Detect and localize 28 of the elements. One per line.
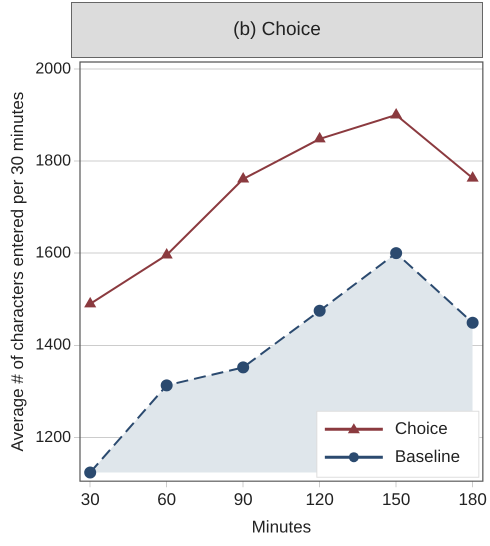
x-tick-label: 90 <box>234 490 253 510</box>
x-tick-label: 120 <box>305 490 334 510</box>
y-tick-label: 2000 <box>35 60 72 78</box>
legend-label: Choice <box>394 418 448 438</box>
x-tick-label: 30 <box>80 490 100 510</box>
y-tick-label: 1200 <box>35 428 72 446</box>
point <box>314 304 326 317</box>
y-axis-title: Average # of characters entered per 30 minutes <box>8 92 27 452</box>
x-axis-title: Minutes <box>252 517 312 536</box>
point <box>84 298 96 308</box>
point <box>390 247 402 260</box>
point <box>314 132 325 142</box>
x-tick-label: 180 <box>458 490 487 510</box>
point <box>237 361 250 374</box>
x-tick-label: 60 <box>157 490 176 510</box>
chart-title: (b) Choice <box>71 2 483 58</box>
point <box>238 173 248 183</box>
y-tick-label: 1600 <box>35 244 72 262</box>
x-tick-label: 150 <box>382 490 410 510</box>
point <box>467 172 478 182</box>
point <box>466 316 479 329</box>
y-tick-label: 1400 <box>35 336 72 354</box>
y-tick-label: 1800 <box>35 152 72 170</box>
point <box>84 466 96 478</box>
point <box>160 379 173 392</box>
point <box>161 249 172 259</box>
legend-label: Baseline <box>394 446 460 466</box>
point <box>390 108 402 118</box>
